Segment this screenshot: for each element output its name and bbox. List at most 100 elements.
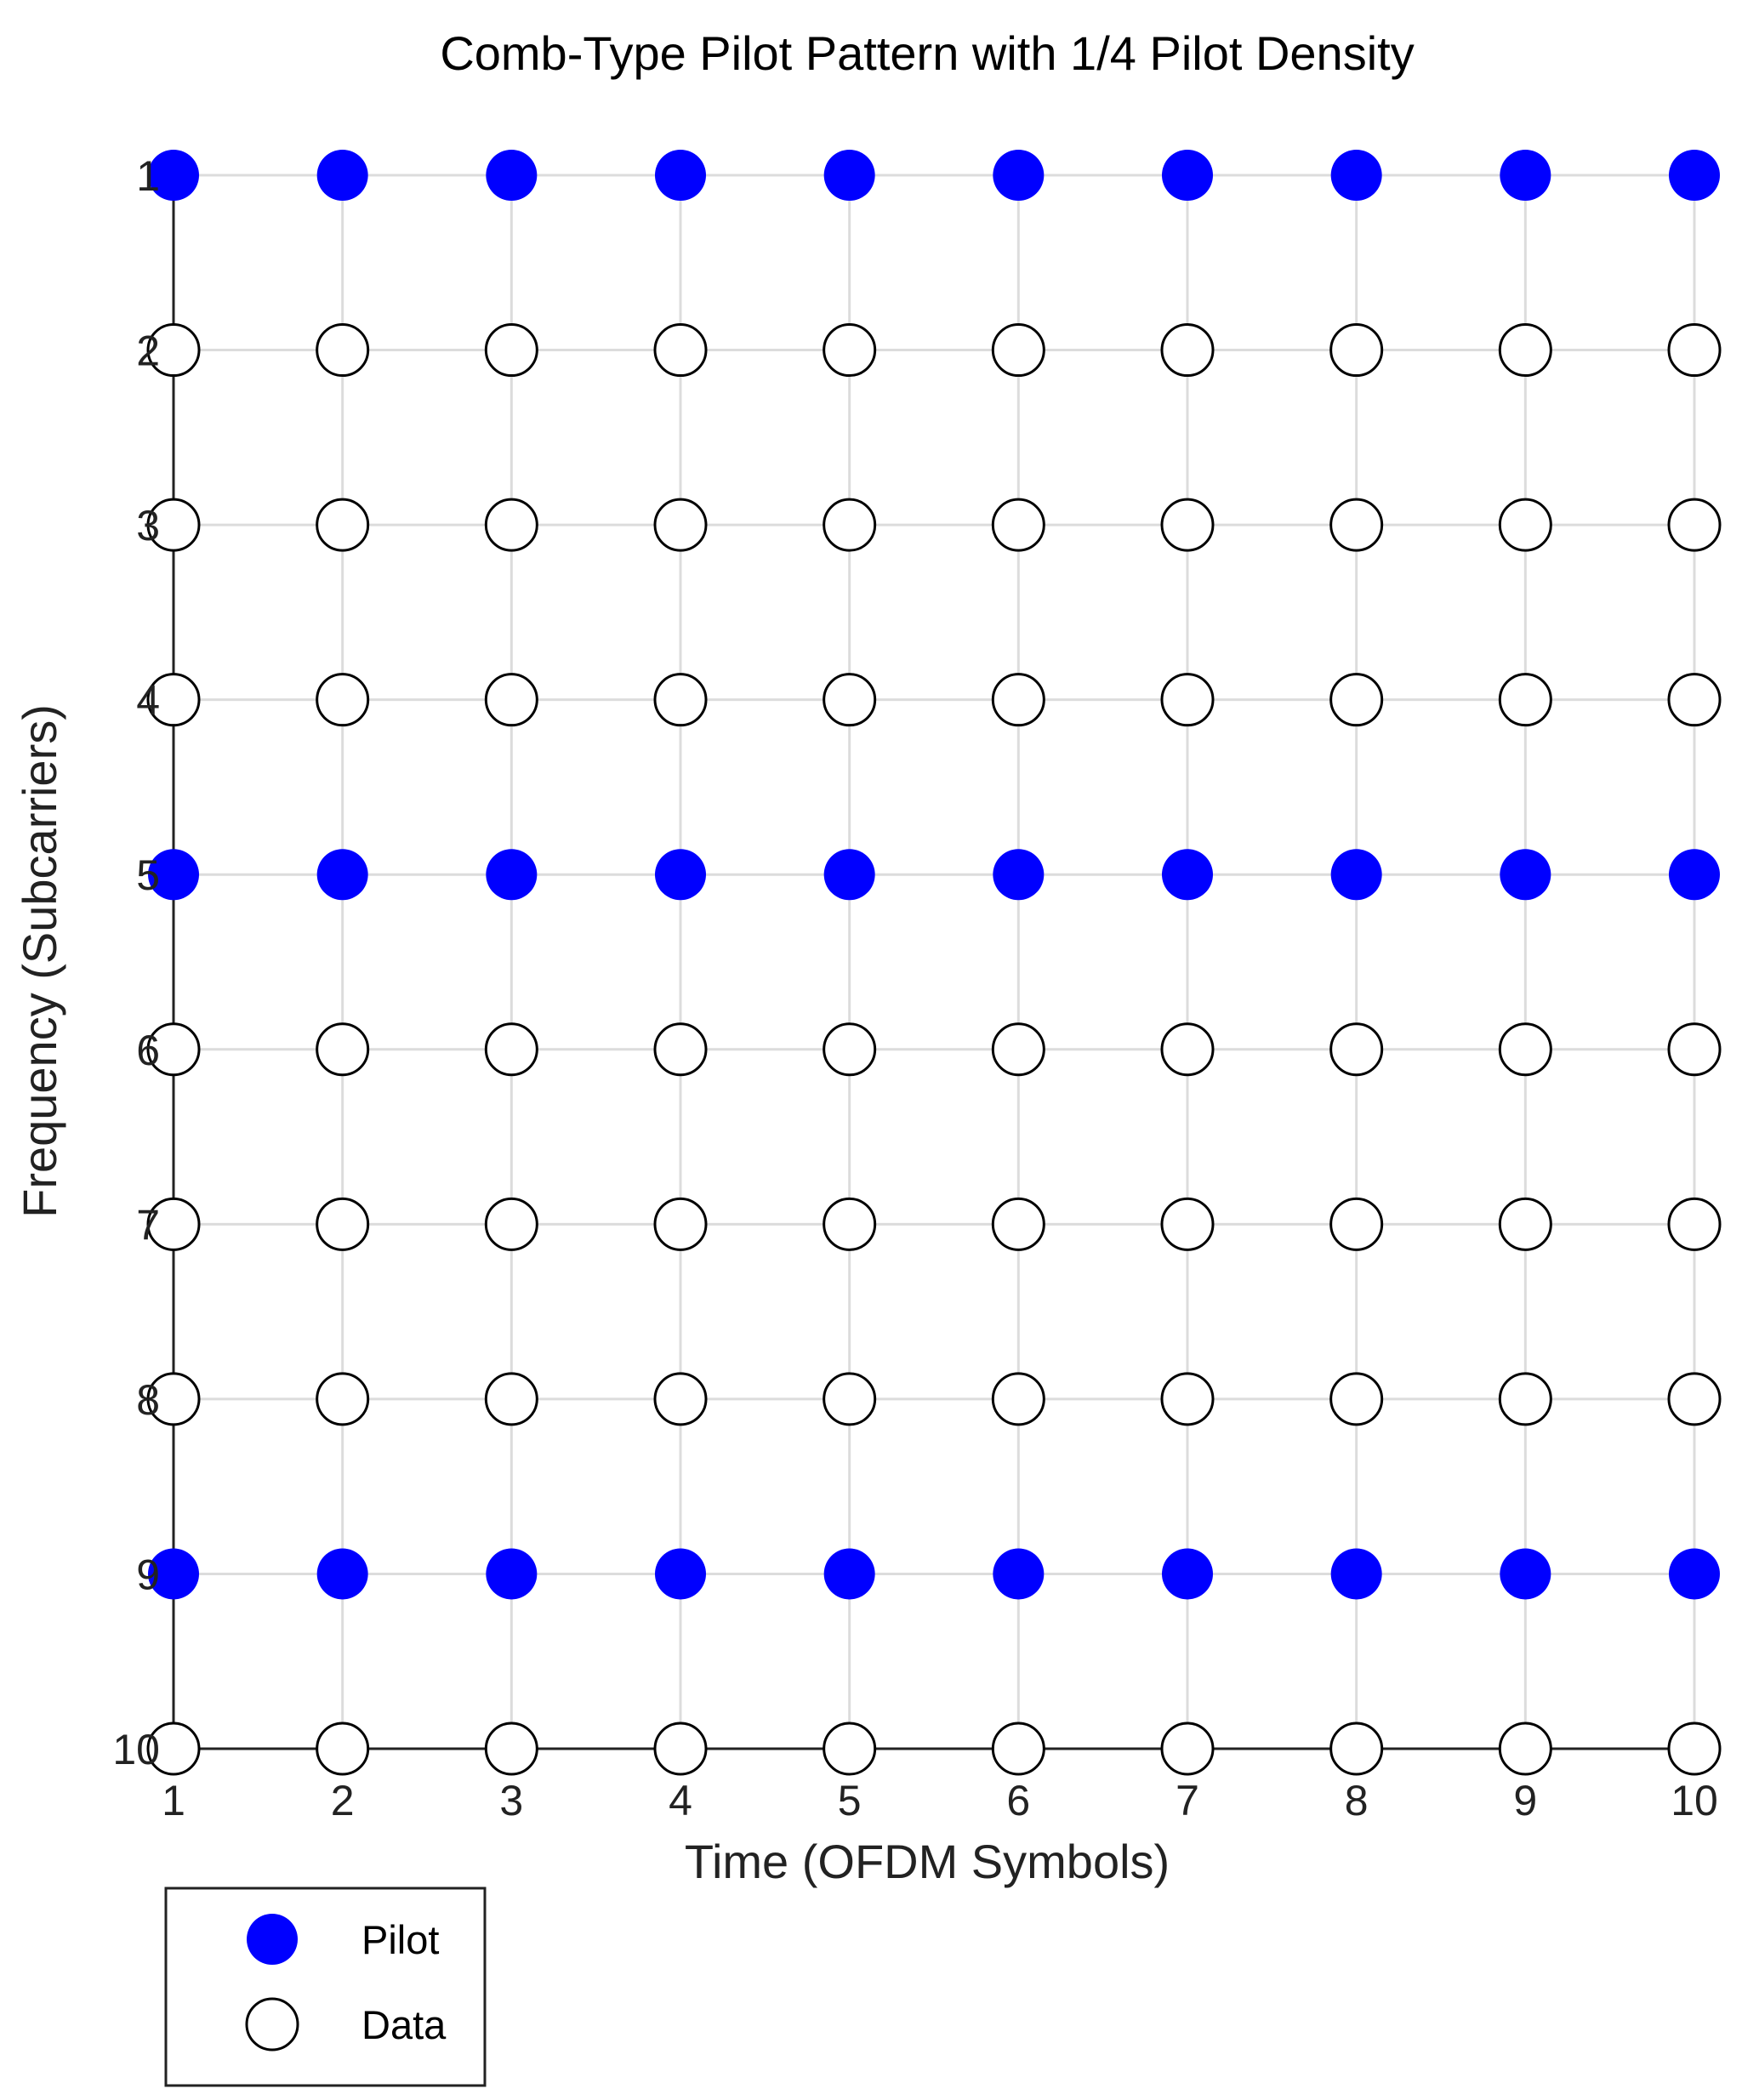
pilot-marker-f9-t8 bbox=[1330, 1548, 1382, 1600]
y-tick-label-2: 2 bbox=[136, 327, 160, 375]
y-tick-label-10: 10 bbox=[112, 1726, 160, 1773]
pilot-marker-f5-t1 bbox=[148, 849, 199, 901]
data-marker-f2-t4 bbox=[653, 323, 708, 378]
legend: Pilot Data bbox=[164, 1887, 487, 2087]
y-tick-label-5: 5 bbox=[136, 851, 160, 899]
data-marker-f3-t1 bbox=[146, 498, 201, 552]
pilot-marker-f9-t7 bbox=[1162, 1548, 1213, 1600]
y-tick-label-6: 6 bbox=[136, 1027, 160, 1074]
data-marker-f7-t6 bbox=[991, 1197, 1045, 1251]
x-tick-label-7: 7 bbox=[1176, 1777, 1199, 1824]
data-marker-f7-t7 bbox=[1160, 1197, 1215, 1251]
y-tick-label-8: 8 bbox=[136, 1376, 160, 1424]
data-marker-f7-t1 bbox=[146, 1197, 201, 1251]
pilot-marker-f9-t4 bbox=[655, 1548, 706, 1600]
x-tick-label-5: 5 bbox=[838, 1777, 862, 1824]
y-tick-label-3: 3 bbox=[136, 502, 160, 549]
pilot-marker-f9-t6 bbox=[993, 1548, 1045, 1600]
legend-label-data: Data bbox=[361, 2002, 447, 2047]
x-tick-label-3: 3 bbox=[499, 1777, 523, 1824]
x-axis-label: Time (OFDM Symbols) bbox=[685, 1835, 1170, 1888]
pilot-marker-f1-t1 bbox=[148, 150, 199, 201]
data-marker-f10-t9 bbox=[1498, 1722, 1552, 1776]
data-marker-f4-t2 bbox=[316, 673, 370, 727]
data-marker-f2-t6 bbox=[991, 323, 1045, 378]
y-tick-label-1: 1 bbox=[136, 152, 160, 200]
data-marker-f8-t6 bbox=[991, 1372, 1045, 1426]
data-marker-f6-t5 bbox=[823, 1022, 877, 1077]
pilot-marker-f9-t2 bbox=[316, 1548, 368, 1600]
pilot-marker-f5-t4 bbox=[655, 849, 706, 901]
data-marker-f4-t1 bbox=[146, 673, 201, 727]
data-marker-f7-t2 bbox=[316, 1197, 370, 1251]
x-tick-label-6: 6 bbox=[1006, 1777, 1030, 1824]
pilot-marker-f5-t9 bbox=[1500, 849, 1551, 901]
x-tick-label-9: 9 bbox=[1513, 1777, 1537, 1824]
data-marker-f6-t8 bbox=[1329, 1022, 1384, 1077]
markers bbox=[146, 150, 1722, 1776]
chart-title: Comb-Type Pilot Pattern with 1/4 Pilot D… bbox=[440, 26, 1414, 80]
axes bbox=[172, 175, 1694, 1750]
data-marker-f3-t6 bbox=[991, 498, 1045, 552]
data-marker-f10-t4 bbox=[653, 1722, 708, 1776]
data-marker-f10-t8 bbox=[1329, 1722, 1384, 1776]
data-marker-f6-t4 bbox=[653, 1022, 708, 1077]
data-marker-f8-t4 bbox=[653, 1372, 708, 1426]
data-marker-f8-t10 bbox=[1667, 1372, 1722, 1426]
legend-label-pilot: Pilot bbox=[361, 1917, 439, 1962]
data-marker-f8-t2 bbox=[316, 1372, 370, 1426]
data-marker-f4-t8 bbox=[1329, 673, 1384, 727]
data-marker-f4-t7 bbox=[1160, 673, 1215, 727]
grid bbox=[172, 174, 1696, 1750]
pilot-marker-f9-t9 bbox=[1500, 1548, 1551, 1600]
data-marker-f4-t9 bbox=[1498, 673, 1552, 727]
pilot-marker-f9-t1 bbox=[148, 1548, 199, 1600]
pilot-marker-f1-t5 bbox=[823, 150, 875, 201]
legend-box bbox=[164, 1887, 487, 2087]
data-marker-f6-t3 bbox=[484, 1022, 538, 1077]
data-marker-f4-t4 bbox=[653, 673, 708, 727]
y-axis-label: Frequency (Subcarriers) bbox=[13, 704, 66, 1218]
data-marker-f8-t7 bbox=[1160, 1372, 1215, 1426]
data-marker-f6-t10 bbox=[1667, 1022, 1722, 1077]
data-marker-f6-t1 bbox=[146, 1022, 201, 1077]
pilot-marker-f5-t8 bbox=[1330, 849, 1382, 901]
data-marker-f8-t3 bbox=[484, 1372, 538, 1426]
data-marker-f7-t9 bbox=[1498, 1197, 1552, 1251]
data-marker-f8-t1 bbox=[146, 1372, 201, 1426]
y-tick-label-4: 4 bbox=[136, 677, 160, 725]
y-tick-label-9: 9 bbox=[136, 1551, 160, 1598]
data-marker-f8-t9 bbox=[1498, 1372, 1552, 1426]
pilot-marker-f1-t4 bbox=[655, 150, 706, 201]
data-marker-f3-t4 bbox=[653, 498, 708, 552]
data-marker-f3-t5 bbox=[823, 498, 877, 552]
data-marker-f2-t10 bbox=[1667, 323, 1722, 378]
pilot-marker-f9-t10 bbox=[1669, 1548, 1720, 1600]
data-marker-f2-t7 bbox=[1160, 323, 1215, 378]
pilot-marker-f1-t10 bbox=[1669, 150, 1720, 201]
x-tick-label-1: 1 bbox=[162, 1777, 185, 1824]
x-tick-label-10: 10 bbox=[1671, 1777, 1718, 1824]
pilot-marker-f1-t8 bbox=[1330, 150, 1382, 201]
x-tick-label-4: 4 bbox=[669, 1777, 692, 1824]
data-marker-f8-t8 bbox=[1329, 1372, 1384, 1426]
data-marker-f6-t6 bbox=[991, 1022, 1045, 1077]
pilot-marker-f5-t2 bbox=[316, 849, 368, 901]
pilot-marker-f9-t5 bbox=[823, 1548, 875, 1600]
x-tick-label-2: 2 bbox=[331, 1777, 355, 1824]
pilot-marker-f5-t5 bbox=[823, 849, 875, 901]
pilot-marker-f9-t3 bbox=[486, 1548, 538, 1600]
pilot-marker-f1-t9 bbox=[1500, 150, 1551, 201]
data-marker-f3-t10 bbox=[1667, 498, 1722, 552]
pilot-marker-f5-t10 bbox=[1669, 849, 1720, 901]
pilot-marker-f5-t6 bbox=[993, 849, 1045, 901]
data-marker-f7-t10 bbox=[1667, 1197, 1722, 1251]
data-marker-f7-t5 bbox=[823, 1197, 877, 1251]
legend-marker-pilot bbox=[247, 1914, 298, 1965]
data-marker-f6-t2 bbox=[316, 1022, 370, 1077]
data-marker-f7-t3 bbox=[484, 1197, 538, 1251]
data-marker-f10-t2 bbox=[316, 1722, 370, 1776]
data-marker-f8-t5 bbox=[823, 1372, 877, 1426]
